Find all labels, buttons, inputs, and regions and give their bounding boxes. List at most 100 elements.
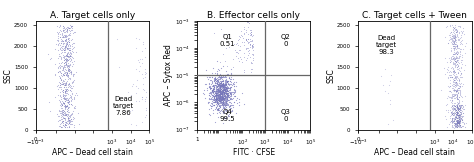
Point	[212, 98, 220, 101]
Point	[213, 94, 220, 96]
Point	[450, 70, 458, 73]
Point	[208, 97, 215, 99]
Point	[454, 57, 461, 59]
Point	[453, 122, 460, 124]
Point	[63, 113, 70, 116]
Point	[213, 96, 220, 99]
Point	[56, 101, 64, 103]
Point	[448, 37, 456, 39]
Point	[58, 115, 65, 118]
Point	[244, 40, 251, 43]
Point	[216, 96, 224, 99]
Point	[217, 100, 224, 102]
Point	[219, 98, 227, 101]
Point	[246, 42, 254, 45]
Point	[213, 93, 221, 96]
Point	[223, 96, 230, 98]
Point	[209, 112, 217, 114]
Point	[232, 81, 240, 83]
Point	[65, 81, 73, 84]
Point	[227, 83, 234, 86]
Point	[64, 48, 71, 50]
Point	[456, 96, 463, 98]
Point	[453, 83, 460, 85]
Point	[220, 97, 228, 99]
Point	[222, 89, 230, 92]
Point	[213, 97, 221, 100]
Point	[65, 85, 73, 88]
Point	[451, 89, 459, 92]
Y-axis label: SSC: SSC	[326, 68, 335, 83]
Point	[57, 116, 65, 118]
Point	[210, 96, 218, 98]
Point	[219, 86, 227, 89]
Point	[62, 105, 69, 108]
Point	[63, 119, 71, 122]
Point	[453, 44, 461, 47]
Point	[64, 38, 72, 41]
Point	[454, 68, 462, 71]
Point	[379, 84, 387, 87]
Point	[221, 94, 228, 96]
Point	[215, 89, 223, 92]
Point	[447, 71, 455, 73]
Point	[448, 121, 456, 123]
Point	[456, 119, 464, 121]
Point	[449, 93, 456, 95]
Point	[208, 83, 215, 85]
Point	[454, 121, 461, 124]
Point	[454, 34, 461, 36]
Point	[452, 118, 459, 120]
Point	[65, 69, 73, 71]
Point	[448, 99, 456, 102]
Point	[456, 117, 463, 120]
Point	[457, 118, 465, 120]
Point	[213, 94, 221, 96]
Point	[450, 87, 458, 90]
Point	[450, 117, 458, 119]
Point	[226, 107, 233, 110]
Point	[217, 104, 224, 106]
Point	[448, 112, 456, 115]
Point	[221, 74, 229, 76]
Point	[66, 122, 74, 125]
Point	[455, 98, 462, 101]
Point	[58, 106, 66, 109]
Point	[64, 28, 71, 30]
Point	[64, 56, 71, 59]
Point	[453, 61, 460, 64]
Point	[219, 94, 226, 97]
Point	[221, 88, 228, 91]
Point	[230, 81, 238, 84]
Point	[455, 118, 462, 121]
Point	[449, 70, 457, 73]
Point	[454, 118, 461, 121]
Point	[216, 105, 223, 108]
Point	[219, 85, 227, 88]
Point	[219, 94, 227, 96]
Point	[218, 83, 226, 85]
Point	[231, 92, 238, 94]
Point	[54, 37, 61, 39]
Point	[455, 123, 463, 126]
Point	[63, 40, 71, 43]
Point	[453, 121, 461, 124]
Point	[209, 98, 216, 100]
Point	[212, 87, 220, 90]
Point	[66, 54, 73, 57]
Point	[221, 103, 229, 105]
Point	[448, 108, 456, 110]
Point	[215, 95, 223, 97]
Point	[456, 53, 464, 56]
Point	[456, 41, 464, 44]
Point	[61, 91, 69, 93]
Point	[217, 96, 225, 98]
Point	[220, 105, 228, 108]
Point	[63, 39, 70, 41]
Point	[64, 26, 72, 28]
Point	[247, 31, 255, 34]
Point	[448, 109, 456, 112]
Point	[213, 81, 221, 84]
Point	[454, 107, 462, 110]
Point	[445, 71, 452, 74]
